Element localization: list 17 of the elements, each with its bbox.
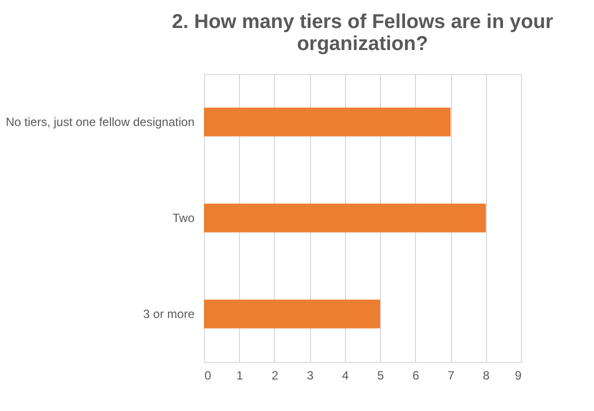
bar [204,300,380,328]
x-tick-label: 4 [342,368,350,382]
x-tick-label: 8 [482,368,490,382]
y-tick-label: No tiers, just one fellow designation [6,115,194,129]
x-tick-label: 0 [204,368,212,382]
chart-title: 2. How many tiers of Fellows are in your organization? [172,11,554,55]
x-tick-label: 1 [236,368,244,382]
x-tick-label: 2 [272,368,279,382]
y-tick-label: Two [172,211,195,225]
x-tick-label: 5 [377,368,384,382]
y-tick-label: 3 or more [143,307,195,321]
x-tick-label: 9 [514,368,522,382]
bar [204,204,486,232]
x-tick-label: 6 [412,368,420,382]
x-tick-label: 7 [448,368,455,382]
bar [204,108,451,136]
x-tick-label: 3 [306,368,314,382]
